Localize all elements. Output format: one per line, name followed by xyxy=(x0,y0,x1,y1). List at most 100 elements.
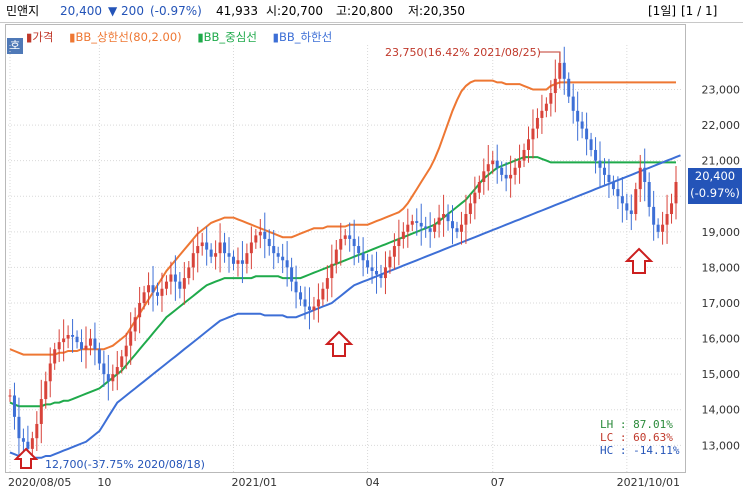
price-bar-body xyxy=(656,224,660,232)
price-bar-body xyxy=(164,281,168,289)
bb-lower-line xyxy=(9,154,681,459)
price-bar-body xyxy=(468,203,472,215)
price-bar-body xyxy=(446,214,450,222)
price-bar-body xyxy=(325,278,329,289)
price-bar-body xyxy=(312,306,316,311)
price-bar-body xyxy=(392,246,396,257)
price-bar-body xyxy=(84,345,88,350)
price-bar-body xyxy=(44,381,48,400)
stat-lh: LH : 87.01% xyxy=(600,418,673,431)
y-tick-label: 21,000 xyxy=(702,155,741,168)
min-price-label: 12,700(-37.75% 2020/08/18) xyxy=(45,458,205,471)
price-bar-body xyxy=(455,228,459,232)
price-bar-body xyxy=(442,214,446,218)
x-tick-label: 2021/01 xyxy=(231,476,277,489)
price-bar-body xyxy=(585,128,589,140)
price-bar-body xyxy=(48,363,52,382)
legend-item-bb-lower: ▮BB_하한선 xyxy=(272,30,333,44)
price-bar-body xyxy=(553,78,557,94)
price-bar-body xyxy=(348,235,352,239)
price-bar-body xyxy=(638,167,642,190)
price-bar-body xyxy=(254,235,258,243)
page-indicator[interactable]: [1 / 1] xyxy=(681,4,718,18)
price-bar-body xyxy=(477,181,481,193)
price-bar-body xyxy=(549,93,553,104)
price-bar-body xyxy=(602,167,606,175)
stats-box: LH : 87.01% LC : 60.63% HC : -14.11% xyxy=(600,418,679,457)
max-pointer xyxy=(540,51,561,62)
price-bar-body xyxy=(21,438,25,442)
price-bar-body xyxy=(330,263,334,279)
price-bar-body xyxy=(294,281,298,293)
price-bar-body xyxy=(634,189,638,215)
price-bar-body xyxy=(156,292,160,296)
price-bar-body xyxy=(611,181,615,190)
price-bar-body xyxy=(218,242,222,254)
price-bar-body xyxy=(375,270,379,275)
price-bar-body xyxy=(419,222,423,227)
x-tick-label: 2020/08/05 xyxy=(8,476,71,489)
y-tick-label: 23,000 xyxy=(702,83,741,96)
price-bar-body xyxy=(299,292,303,300)
y-tick-label: 19,000 xyxy=(702,226,741,239)
price-bar-body xyxy=(406,224,410,232)
price-bar-body xyxy=(142,292,146,303)
price-bar-body xyxy=(173,274,177,282)
price-bar-body xyxy=(147,285,151,293)
price-bar-body xyxy=(473,192,477,204)
price-bar-body xyxy=(249,242,253,254)
price-bar-body xyxy=(160,288,164,296)
price-bar-body xyxy=(93,338,97,350)
bollinger-bands xyxy=(9,79,681,459)
legend-item-price: ▮가격 xyxy=(26,30,54,44)
price-bar-body xyxy=(178,281,182,289)
price-bar-body xyxy=(535,117,539,129)
price-bar-body xyxy=(343,235,347,239)
price-bar-body xyxy=(491,160,495,165)
corner-label[interactable]: 호 xyxy=(7,38,23,54)
price-bar-body xyxy=(290,267,294,282)
price-bar-body xyxy=(544,103,548,111)
price-bar-body xyxy=(214,253,218,257)
price-bar-body xyxy=(410,221,414,225)
price-bar-body xyxy=(97,349,101,364)
price-bar-body xyxy=(191,253,195,268)
stock-name: 민앤지 xyxy=(6,4,40,18)
y-tick-label: 14,000 xyxy=(702,404,741,417)
price-bar-body xyxy=(643,167,647,182)
price-change: ▼ 200 xyxy=(108,4,144,18)
price-bar-body xyxy=(388,256,392,268)
price-bar-body xyxy=(433,224,437,232)
price-bars xyxy=(8,46,678,465)
price-bar-body xyxy=(451,221,455,229)
price-bar-body xyxy=(196,246,200,254)
price-bar-body xyxy=(620,196,624,204)
price-bar-body xyxy=(281,256,285,261)
chart-legend: ▮가격 ▮BB_상한선(80,2.00) ▮BB_중심선 ▮BB_하한선 xyxy=(26,29,344,45)
price-bar-body xyxy=(594,149,598,161)
y-tick-label: 13,000 xyxy=(702,439,741,452)
price-bar-body xyxy=(670,203,674,215)
price-bar-body xyxy=(361,253,365,261)
bb-upper-line xyxy=(9,79,676,356)
y-axis: 13,000 14,000 15,000 16,000 17,000 18,000 19,0… xyxy=(702,83,741,452)
price-bar-body xyxy=(39,399,43,424)
price-bar-body xyxy=(169,274,173,282)
current-price-tag: 20,400 (-0.97%) xyxy=(688,168,742,204)
high-price: 고:20,800 xyxy=(336,4,394,18)
price-bar-body xyxy=(526,139,530,150)
price-bar-body xyxy=(459,224,463,232)
price-bar-body xyxy=(276,253,280,257)
price-bar-body xyxy=(223,242,227,254)
price-bar-body xyxy=(245,253,249,264)
period-selector[interactable]: [1일] xyxy=(648,4,677,18)
price-bar-body xyxy=(661,224,665,232)
grid-lines xyxy=(8,45,682,472)
bb-center-line xyxy=(9,156,676,408)
open-price: 시:20,700 xyxy=(266,4,324,18)
y-tick-label: 22,000 xyxy=(702,119,741,132)
price-bar-body xyxy=(589,139,593,150)
price-bar-body xyxy=(272,246,276,254)
price-bar-body xyxy=(129,331,133,346)
